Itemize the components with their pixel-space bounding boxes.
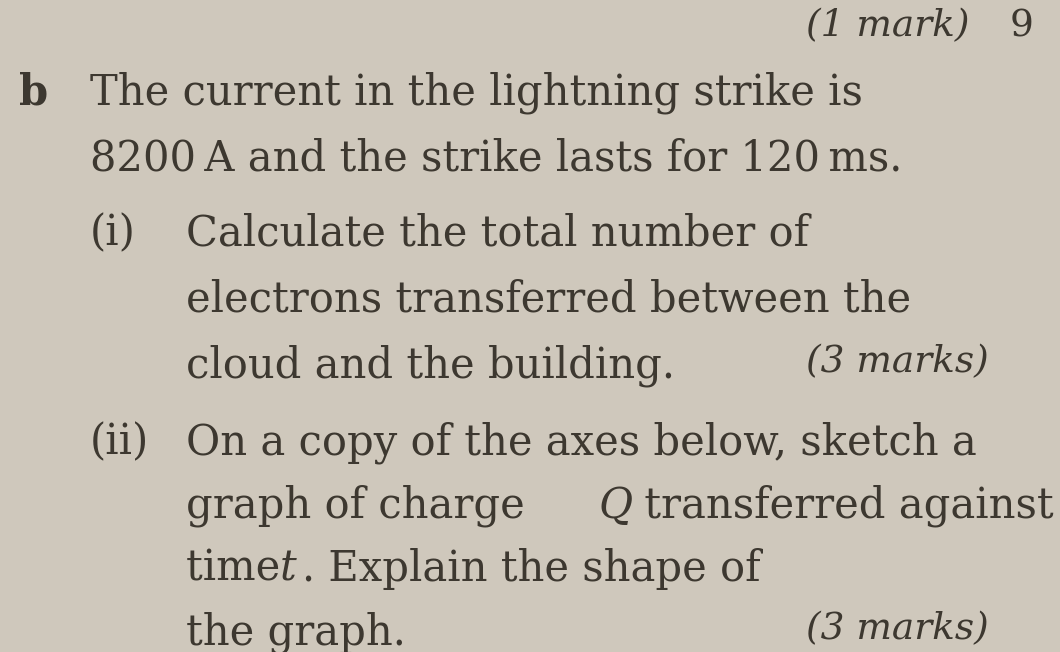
Text: Calculate the total number of: Calculate the total number of [186,213,809,254]
Text: The current in the lightning strike is: The current in the lightning strike is [90,72,863,114]
Text: On a copy of the axes below, sketch a: On a copy of the axes below, sketch a [186,422,976,464]
Text: 8200 A and the strike lasts for 120 ms.: 8200 A and the strike lasts for 120 ms. [90,138,902,180]
Text: 9: 9 [1009,8,1034,44]
Text: b: b [19,72,48,113]
Text: time: time [186,548,293,590]
Text: transferred against: transferred against [631,485,1054,527]
Text: (i): (i) [90,213,136,254]
Text: . Explain the shape of: . Explain the shape of [302,548,761,590]
Text: (ii): (ii) [90,422,149,464]
Text: graph of charge: graph of charge [186,485,537,527]
Text: (3 marks): (3 marks) [806,611,988,647]
Text: cloud and the building.: cloud and the building. [186,344,674,387]
Text: (3 marks): (3 marks) [806,344,988,380]
Text: (1 mark): (1 mark) [806,8,969,44]
Text: the graph.: the graph. [186,611,405,652]
Text: Q: Q [599,485,633,527]
Text: electrons transferred between the: electrons transferred between the [186,278,911,320]
Text: t: t [280,548,297,590]
